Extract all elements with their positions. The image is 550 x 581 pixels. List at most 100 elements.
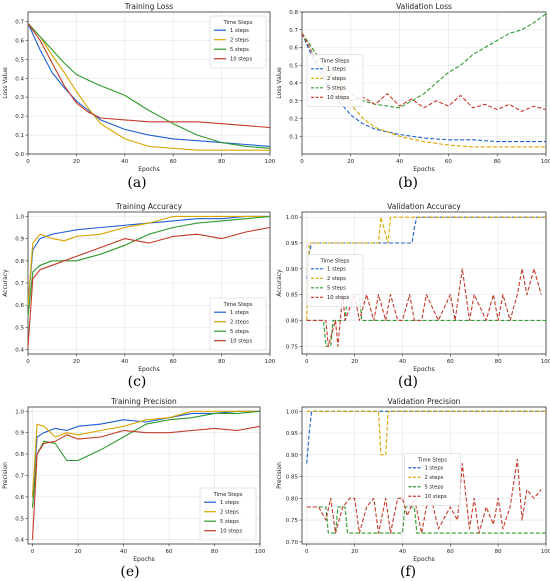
series-line-1-steps: [27, 23, 271, 147]
panel-caption: (a): [127, 175, 146, 191]
legend-box: [306, 54, 364, 107]
legend-box: [199, 487, 257, 541]
x-tick-label: 20: [75, 549, 82, 555]
x-tick-label: 60: [447, 549, 454, 555]
series-line-10-steps: [306, 268, 542, 347]
y-tick-label: 0.95: [286, 431, 299, 437]
y-tick-label: 0.4: [15, 76, 24, 82]
legend-label: 10 steps: [424, 494, 446, 500]
series-line-2-steps: [301, 32, 546, 148]
x-tick-label: 40: [121, 359, 128, 365]
chart-title: Training Precision: [110, 397, 177, 406]
y-tick-label: 0.2: [289, 117, 298, 123]
legend-label: 2 steps: [220, 510, 239, 516]
x-axis-label: Epochs: [413, 556, 435, 563]
y-tick-label: 0.3: [289, 99, 298, 105]
series-line-10-steps: [27, 226, 271, 348]
chart-title: Training Accuracy: [115, 202, 183, 211]
x-tick-label: 0: [305, 359, 309, 365]
y-tick-label: 0.9: [15, 431, 24, 437]
x-tick-label: 40: [399, 359, 406, 365]
y-tick-label: 0.80: [286, 318, 299, 324]
y-tick-label: 1.0: [15, 214, 24, 220]
series-line-5-steps: [27, 23, 271, 149]
x-axis-label: Epochs: [413, 366, 435, 373]
legend-label: 2 steps: [327, 276, 346, 282]
series-line-5-steps: [306, 294, 546, 347]
legend-label: 10 steps: [220, 529, 242, 535]
x-tick-label: 20: [351, 359, 358, 365]
y-tick-label: 0.80: [286, 496, 299, 502]
panel-caption: (b): [398, 175, 418, 191]
panel-caption: (c): [128, 374, 147, 390]
x-axis-label: Epochs: [133, 556, 155, 563]
series-line-2-steps: [27, 23, 270, 151]
x-tick-label: 40: [396, 159, 403, 165]
legend: Time Steps 1 steps 2 steps 5 steps 10 steps: [306, 254, 364, 307]
chart-a: 0 20 40 60 80 100 0.0 0.1 0.2 0.3 0.4 0.5 0.6 0.7 Trai…: [2, 2, 276, 191]
y-axis-label: Loss Value: [2, 67, 9, 99]
legend-label: 1 steps: [424, 466, 443, 472]
y-tick-label: 0.8: [289, 10, 298, 16]
y-axis-label: Loss Value: [276, 67, 283, 99]
y-tick-label: 0.8: [15, 259, 24, 265]
series-line-1-steps: [27, 215, 270, 306]
x-tick-label: 80: [495, 359, 502, 365]
x-tick-label: 40: [399, 549, 406, 555]
y-tick-label: 0.90: [286, 267, 299, 273]
y-tick-label: 1.0: [15, 409, 24, 415]
y-tick-label: 0.70: [286, 540, 299, 546]
series-line-10-steps: [31, 425, 261, 540]
y-tick-label: 0.95: [286, 241, 299, 247]
series-line-10-steps: [306, 458, 542, 534]
legend-label: 10 steps: [230, 339, 252, 345]
legend-label: 10 steps: [327, 95, 349, 101]
y-tick-label: 0.4: [15, 348, 24, 354]
legend-title: Time Steps: [320, 259, 350, 265]
x-tick-label: 60: [166, 549, 173, 555]
series-line-2-steps: [306, 216, 546, 321]
y-tick-label: 1.00: [286, 409, 299, 415]
y-tick-label: 0.4: [15, 538, 24, 544]
panel-caption: (e): [120, 564, 139, 580]
legend-label: 5 steps: [220, 519, 239, 525]
x-tick-label: 0: [305, 549, 309, 555]
legend-title: Time Steps: [213, 492, 243, 498]
y-tick-label: 0.6: [15, 303, 24, 309]
x-axis-label: Epochs: [413, 166, 435, 173]
y-tick-label: 0.4: [289, 81, 298, 87]
x-tick-label: 80: [218, 159, 225, 165]
x-axis-label: Epochs: [138, 366, 160, 373]
legend-label: 1 steps: [327, 267, 346, 273]
y-tick-label: 0.1: [15, 133, 24, 139]
y-tick-label: 0.0: [15, 152, 24, 158]
legend-title: Time Steps: [223, 302, 253, 308]
plot-frame: [27, 11, 271, 155]
legend-label: 2 steps: [327, 76, 346, 82]
legend: Time Steps 1 steps 2 steps 5 steps 10 steps: [306, 54, 364, 107]
plot-frame: [301, 211, 547, 355]
x-tick-label: 100: [541, 359, 550, 365]
series-line-5-steps: [306, 506, 546, 534]
x-tick-label: 100: [541, 159, 550, 165]
x-tick-label: 80: [495, 549, 502, 555]
x-tick-label: 0: [300, 159, 304, 165]
legend-title: Time Steps: [320, 59, 350, 65]
y-tick-label: 0.5: [289, 63, 298, 69]
y-axis-label: Accuracy: [2, 269, 9, 297]
x-tick-label: 60: [447, 359, 454, 365]
x-tick-label: 0: [26, 359, 30, 365]
legend: Time Steps 1 steps 2 steps 5 steps 10 steps: [209, 15, 267, 69]
legend: Time Steps 1 steps 2 steps 5 steps 10 steps: [209, 297, 267, 351]
legend-title: Time Steps: [417, 458, 447, 464]
legend-label: 5 steps: [327, 286, 346, 292]
y-tick-label: 0.6: [15, 38, 24, 44]
y-tick-label: 0.90: [286, 453, 299, 459]
y-tick-label: 0.5: [15, 516, 24, 522]
y-tick-label: 0.7: [15, 474, 24, 480]
series-line-2-steps: [27, 215, 270, 306]
chart-title: Validation Accuracy: [387, 202, 461, 211]
x-tick-label: 100: [265, 159, 276, 165]
y-tick-label: 0.3: [15, 95, 24, 101]
legend-label: 2 steps: [424, 475, 443, 481]
